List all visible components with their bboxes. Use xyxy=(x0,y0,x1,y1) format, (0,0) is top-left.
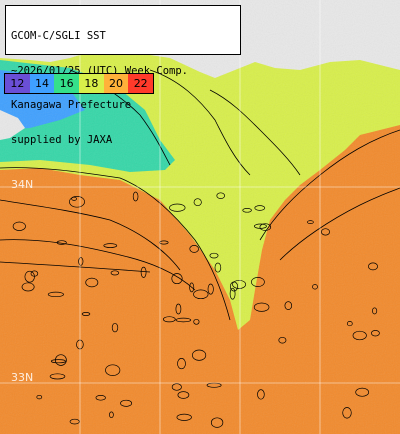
contour-blob xyxy=(254,205,266,211)
contour-blobs xyxy=(12,191,380,428)
title-line-1: GCOM-C/SGLI SST xyxy=(11,30,106,42)
contour-blob xyxy=(21,282,35,292)
contour-blob xyxy=(352,330,367,341)
contour-blob xyxy=(177,391,190,399)
contour-blob xyxy=(193,318,200,325)
contour-blob xyxy=(109,411,114,419)
lat-label-34n: 34N xyxy=(11,178,34,191)
contour-blob xyxy=(140,266,147,278)
contour-blob xyxy=(346,321,353,327)
contour-blob xyxy=(214,262,222,273)
contour-blob xyxy=(312,284,318,290)
contour-blob xyxy=(56,240,67,245)
contour-blob xyxy=(159,240,169,245)
contour-blob xyxy=(210,417,224,428)
contour-blob xyxy=(55,354,67,366)
contour-blob xyxy=(307,220,314,224)
temperature-colorbar: 12 14 16 18 20 22 xyxy=(4,73,154,94)
colorbar-segment-16: 16 xyxy=(54,74,80,93)
contour-blob xyxy=(257,389,265,400)
contour-blob xyxy=(105,364,121,376)
contour-blob xyxy=(189,282,195,293)
contour-blob xyxy=(253,302,270,312)
contour-blob xyxy=(162,316,176,323)
contour-blob xyxy=(111,322,119,333)
title-line-3: Kanagawa Prefecture xyxy=(11,99,132,111)
contour-blob xyxy=(284,301,293,310)
colorbar-segment-14: 14 xyxy=(29,74,55,93)
contour-blob xyxy=(132,191,139,202)
contour-blob xyxy=(209,252,219,259)
contour-blob xyxy=(36,394,43,400)
contour-blob xyxy=(229,287,236,300)
contour-blob xyxy=(176,413,192,421)
contour-blob xyxy=(321,228,330,236)
contour-blob xyxy=(251,277,265,287)
contour-blob xyxy=(81,312,91,316)
contour-blob xyxy=(372,307,378,315)
colorbar-segment-18: 18 xyxy=(79,74,104,93)
contour-blob xyxy=(253,223,267,229)
contour-blob xyxy=(169,203,186,212)
colorbar-label: 12 xyxy=(10,77,25,90)
contour-blob xyxy=(259,223,272,231)
contour-blob xyxy=(193,198,202,207)
contour-blob xyxy=(175,303,182,315)
contour-blob xyxy=(216,192,225,199)
colorbar-label: 16 xyxy=(59,77,74,90)
contour-blob xyxy=(278,336,287,344)
contour-blob xyxy=(110,270,120,276)
contour-blob xyxy=(95,395,106,401)
lat-label-33n: 33N xyxy=(11,371,34,384)
contour-blob xyxy=(120,399,133,407)
contour-blob xyxy=(85,277,99,288)
title-line-2: ~2026/01/25 (UTC) Week Comp. xyxy=(11,64,189,77)
contour-blob xyxy=(69,196,85,208)
contour-blob xyxy=(189,245,199,253)
title-box: GCOM-C/SGLI SST ~2026/01/25 (UTC) Week C… xyxy=(5,5,241,145)
contour-blob xyxy=(175,317,192,323)
colorbar-label: 22 xyxy=(133,77,148,90)
contour-blob xyxy=(50,359,66,364)
contour-blob xyxy=(368,262,378,271)
contour-blob xyxy=(342,407,352,419)
contour-blob xyxy=(355,387,370,397)
colorbar-segment-20: 20 xyxy=(103,74,129,93)
contour-blob xyxy=(78,257,84,266)
colorbar-label: 14 xyxy=(35,77,49,90)
contour-blob xyxy=(171,383,182,391)
contour-blob xyxy=(12,221,26,231)
colorbar-label: 18 xyxy=(84,77,99,90)
contour-blob xyxy=(71,196,77,201)
contour-blob xyxy=(103,243,118,248)
contour-blob xyxy=(371,330,380,337)
contour-blob xyxy=(177,358,186,370)
contour-blob xyxy=(193,289,209,300)
contour-blob xyxy=(192,349,207,361)
colorbar-segment-22: 22 xyxy=(128,74,154,93)
contour-blob xyxy=(49,373,66,380)
contour-blob xyxy=(171,273,183,285)
contour-blob xyxy=(207,283,214,295)
title-line-4: supplied by JAXA xyxy=(11,133,113,146)
contour-blob xyxy=(24,270,35,283)
colorbar-label: 20 xyxy=(109,77,124,90)
contour-blob xyxy=(47,291,64,298)
contour-blob xyxy=(232,279,247,289)
contour-blob xyxy=(69,418,80,425)
colorbar-segment-12: 12 xyxy=(5,74,30,93)
contour-blob xyxy=(242,208,252,213)
